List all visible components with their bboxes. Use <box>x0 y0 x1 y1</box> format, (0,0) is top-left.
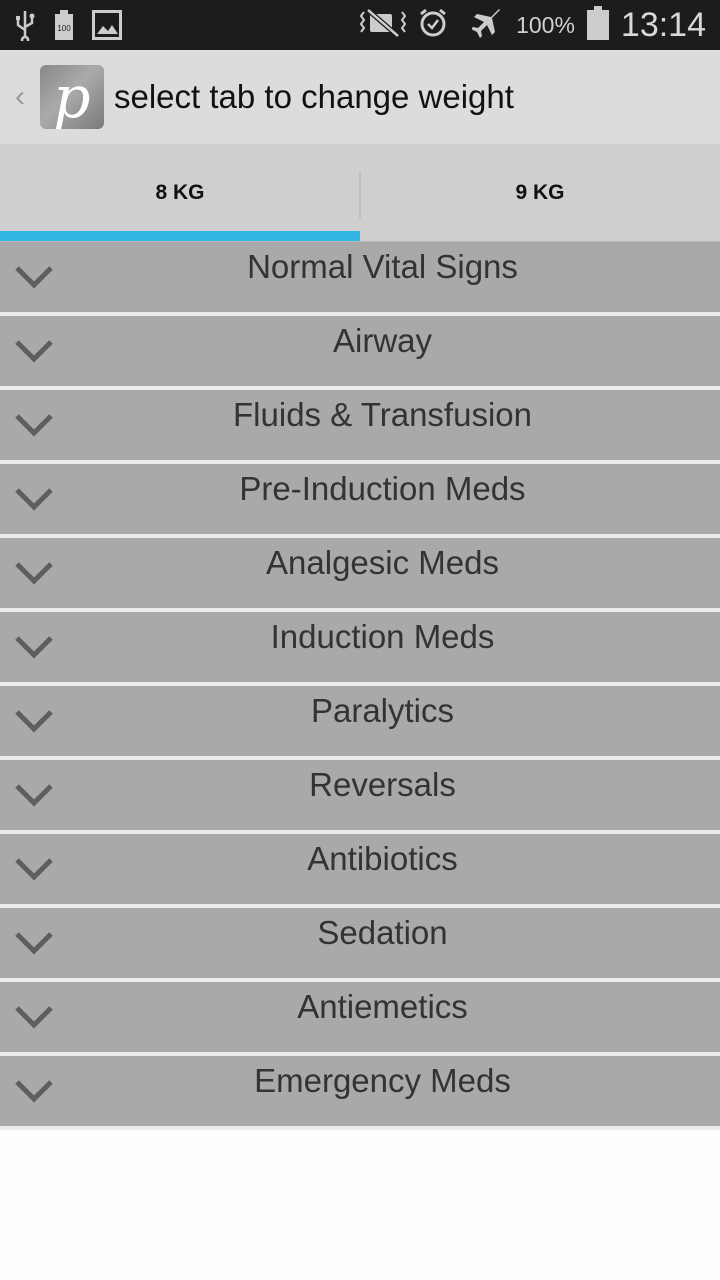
section-row[interactable]: Antiemetics <box>0 982 720 1056</box>
chevron-down-icon <box>14 1078 54 1109</box>
section-row[interactable]: Pre-Induction Meds <box>0 464 720 538</box>
app-logo[interactable]: p <box>40 65 104 129</box>
battery-percent: 100% <box>516 11 575 38</box>
section-label: Induction Meds <box>270 618 495 655</box>
section-label: Paralytics <box>310 692 455 729</box>
section-row[interactable]: Sedation <box>0 908 720 982</box>
battery-icon <box>586 5 609 45</box>
logo-letter: p <box>53 63 91 131</box>
tab-8-kg[interactable]: 8 KG <box>0 144 360 241</box>
section-row[interactable]: Emergency Meds <box>0 1056 720 1130</box>
section-label: Emergency Meds <box>254 1062 511 1099</box>
svg-text:100: 100 <box>57 24 71 33</box>
status-bar: 100 100% 13:14 <box>0 0 720 50</box>
section-row[interactable]: Antibiotics <box>0 834 720 908</box>
chevron-down-icon <box>14 634 54 665</box>
back-chevron-icon[interactable]: ‹ <box>15 80 25 113</box>
airplane-icon <box>471 7 504 44</box>
section-row[interactable]: Paralytics <box>0 686 720 760</box>
chevron-down-icon <box>14 338 54 369</box>
chevron-down-icon <box>14 560 54 591</box>
clock: 13:14 <box>620 5 706 44</box>
section-row[interactable]: Normal Vital Signs <box>0 242 720 316</box>
section-row[interactable]: Analgesic Meds <box>0 538 720 612</box>
section-label: Sedation <box>317 914 448 951</box>
vibrate-mute-icon <box>359 7 407 43</box>
chevron-down-icon <box>14 412 54 443</box>
chevron-down-icon <box>14 486 54 517</box>
tab-9-kg[interactable]: 9 KG <box>515 180 565 204</box>
section-row[interactable]: Induction Meds <box>0 612 720 686</box>
chevron-down-icon <box>14 708 54 739</box>
section-label: Fluids & Transfusion <box>233 396 532 433</box>
section-label: Pre-Induction Meds <box>239 470 526 507</box>
chevron-down-icon <box>14 1004 54 1035</box>
section-label: Reversals <box>309 766 456 803</box>
usb-icon <box>14 9 36 41</box>
image-icon <box>92 10 122 40</box>
section-row[interactable]: Fluids & Transfusion <box>0 390 720 464</box>
alarm-icon <box>418 8 448 43</box>
section-label: Antibiotics <box>307 840 458 877</box>
chevron-down-icon <box>14 930 54 961</box>
section-row[interactable]: Airway <box>0 316 720 390</box>
chevron-down-icon <box>14 264 54 295</box>
section-label: Antiemetics <box>297 988 468 1025</box>
page-title: select tab to change weight <box>114 78 514 115</box>
section-label: Normal Vital Signs <box>247 248 518 285</box>
section-list: Normal Vital Signs Airway Fluids & Transfu… <box>0 242 720 1130</box>
section-label: Airway <box>332 322 433 359</box>
action-bar: ‹ p select tab to change weight <box>0 50 720 144</box>
chevron-down-icon <box>14 782 54 813</box>
chevron-down-icon <box>14 856 54 887</box>
section-row[interactable]: Reversals <box>0 760 720 834</box>
section-label: Analgesic Meds <box>266 544 499 581</box>
tab-divider <box>359 172 361 218</box>
weight-tabs: 8 KG 9 KG <box>0 144 720 242</box>
battery-100-icon: 100 <box>54 10 74 40</box>
